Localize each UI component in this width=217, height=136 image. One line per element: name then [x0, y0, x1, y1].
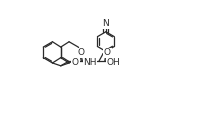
Text: O: O: [77, 48, 84, 57]
Text: OH: OH: [107, 58, 120, 67]
Text: O: O: [104, 48, 111, 57]
Text: O: O: [72, 58, 79, 67]
Text: NH: NH: [83, 58, 97, 67]
Text: N: N: [102, 19, 109, 28]
